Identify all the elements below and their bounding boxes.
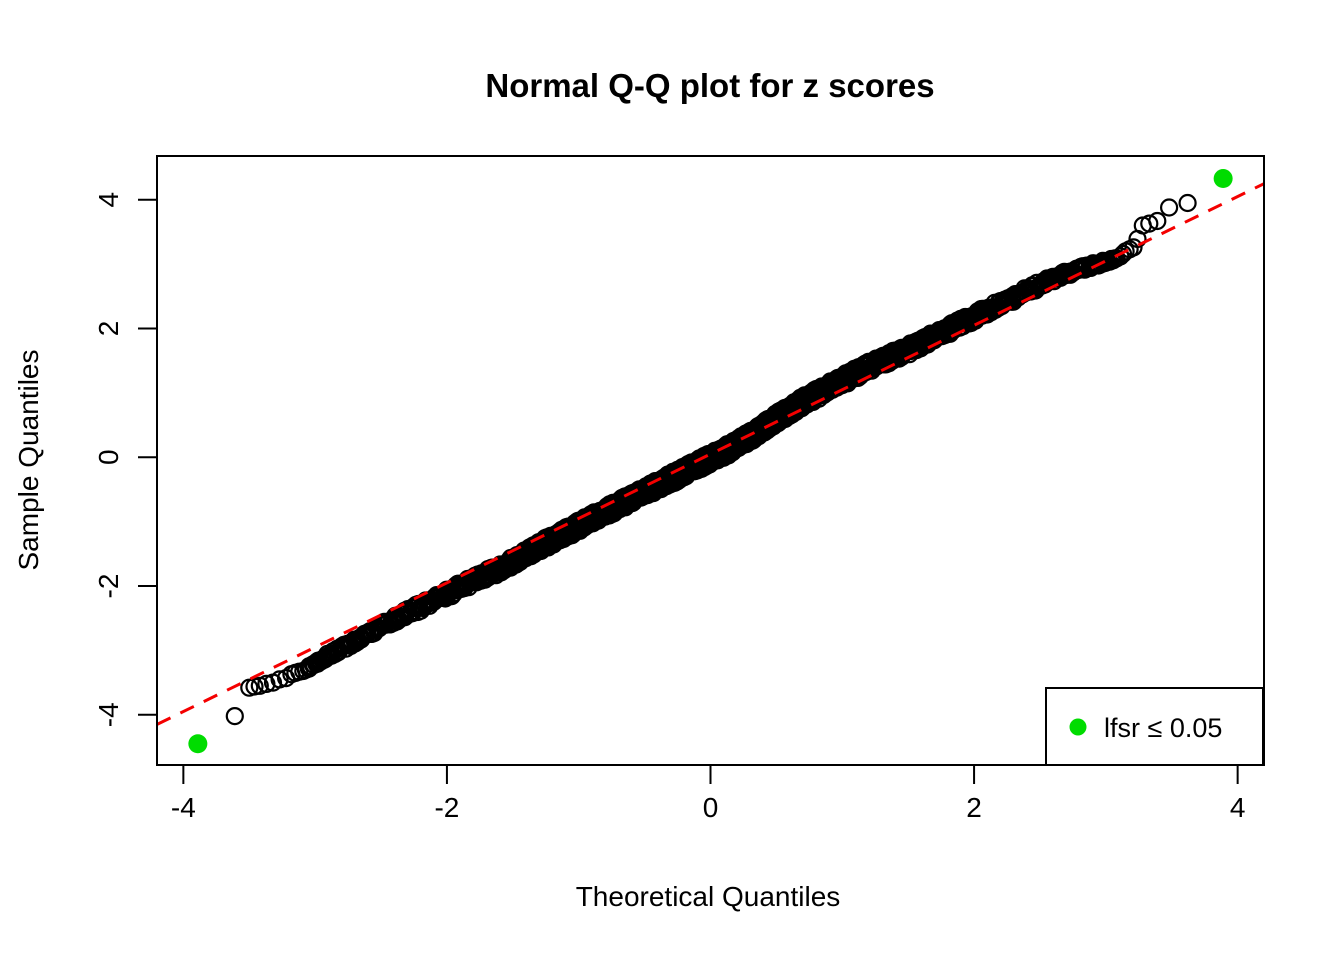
significant-point xyxy=(1213,169,1233,189)
qq-reference-line xyxy=(158,182,1263,726)
y-tick-label: -2 xyxy=(93,574,124,599)
legend-marker-icon xyxy=(1069,718,1087,736)
x-tick-label: 0 xyxy=(703,792,719,823)
qq-point xyxy=(1148,211,1167,231)
y-axis-label: Sample Quantiles xyxy=(13,349,44,570)
qq-point xyxy=(1178,193,1197,213)
qq-point xyxy=(299,658,318,677)
x-axis-label: Theoretical Quantiles xyxy=(576,881,841,912)
qq-point xyxy=(1124,238,1143,257)
qq-scatter-band xyxy=(300,249,1126,678)
y-tick-label: 0 xyxy=(93,449,124,465)
x-tick-label: -2 xyxy=(434,792,459,823)
qq-point xyxy=(270,670,289,689)
significant-point xyxy=(188,734,208,754)
y-axis-ticks: -4 -2 0 2 4 xyxy=(93,192,157,727)
x-tick-label: 4 xyxy=(1230,792,1246,823)
x-tick-label: -4 xyxy=(171,792,196,823)
y-tick-label: 2 xyxy=(93,321,124,337)
qq-point xyxy=(296,660,315,679)
chart-title: Normal Q-Q plot for z scores xyxy=(485,67,934,104)
qq-point xyxy=(1159,198,1179,217)
x-axis-ticks: -4 -2 0 2 4 xyxy=(171,765,1246,823)
qq-tail-points xyxy=(225,193,1197,726)
y-tick-label: 4 xyxy=(93,192,124,208)
x-tick-label: 2 xyxy=(966,792,982,823)
legend-label: lfsr ≤ 0.05 xyxy=(1104,713,1222,743)
significant-points xyxy=(188,169,1233,754)
qq-point xyxy=(1140,214,1159,233)
legend-box: lfsr ≤ 0.05 xyxy=(1045,687,1264,766)
qq-point xyxy=(257,674,276,694)
y-tick-label: -4 xyxy=(93,702,124,727)
qq-point xyxy=(225,706,244,726)
